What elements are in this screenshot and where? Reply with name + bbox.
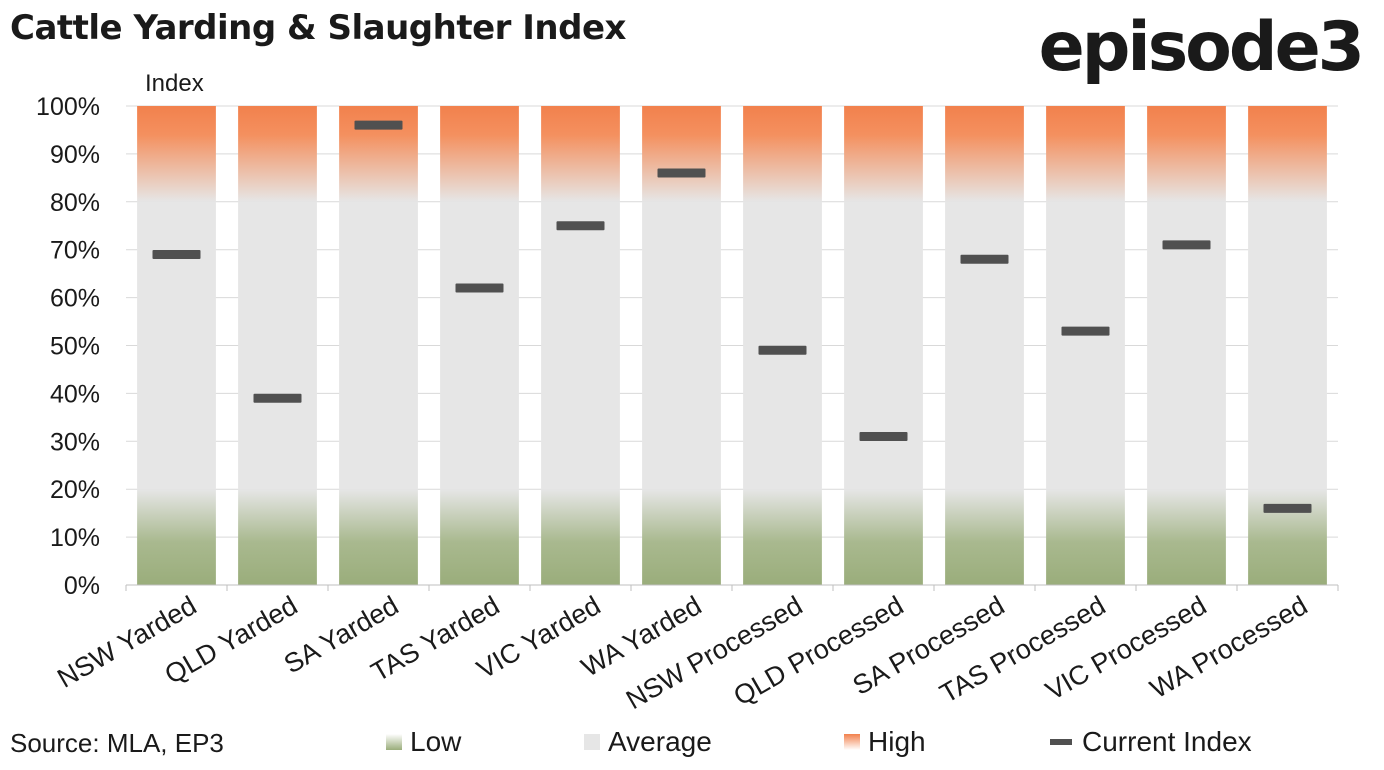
chart-title: Cattle Yarding & Slaughter Index bbox=[10, 8, 626, 48]
current-index-marker bbox=[1162, 240, 1211, 250]
y-tick-label: 60% bbox=[50, 285, 100, 313]
current-index-marker bbox=[758, 345, 807, 355]
average-band bbox=[541, 201, 620, 490]
current-index-marker bbox=[152, 249, 201, 259]
high-band bbox=[945, 106, 1024, 202]
y-tick-label: 0% bbox=[64, 572, 100, 600]
y-tick-label: 10% bbox=[50, 524, 100, 552]
average-band bbox=[642, 201, 721, 490]
low-band bbox=[945, 489, 1024, 585]
legend-high: High bbox=[844, 724, 926, 760]
x-tick-label: QLD Processed bbox=[728, 590, 908, 711]
high-band bbox=[1046, 106, 1125, 202]
low-swatch bbox=[386, 734, 402, 750]
low-band bbox=[440, 489, 519, 585]
low-band bbox=[642, 489, 721, 585]
high-band bbox=[642, 106, 721, 202]
low-band bbox=[844, 489, 923, 585]
x-tick-label: TAS Processed bbox=[935, 590, 1111, 709]
high-band bbox=[1147, 106, 1226, 202]
average-band bbox=[1248, 201, 1327, 490]
average-band bbox=[743, 201, 822, 490]
legend-low-label: Low bbox=[410, 726, 462, 757]
y-tick-label: 50% bbox=[50, 333, 100, 361]
current-index-marker bbox=[253, 393, 302, 403]
current-index-marker bbox=[556, 221, 605, 231]
brand-logo: episode3 bbox=[1038, 8, 1365, 87]
average-band bbox=[137, 201, 216, 490]
low-band bbox=[238, 489, 317, 585]
source-note: Source: MLA, EP3 bbox=[10, 728, 224, 758]
legend-average: Average bbox=[584, 724, 712, 760]
current-index-marker bbox=[960, 254, 1009, 264]
legend-current-label: Current Index bbox=[1082, 726, 1252, 757]
y-tick-label: 90% bbox=[50, 141, 100, 169]
legend-average-label: Average bbox=[608, 726, 712, 757]
high-band bbox=[440, 106, 519, 202]
low-band bbox=[137, 489, 216, 585]
current-index-marker bbox=[1263, 503, 1312, 513]
y-tick-label: 80% bbox=[50, 189, 100, 217]
index-chart: 0%10%20%30%40%50%60%70%80%90%100%NSW Yar… bbox=[36, 70, 1339, 715]
high-band bbox=[541, 106, 620, 202]
current-index-marker bbox=[354, 120, 403, 130]
high-swatch bbox=[844, 734, 860, 750]
low-band bbox=[743, 489, 822, 585]
y-tick-label: 100% bbox=[36, 93, 100, 121]
current-index-swatch bbox=[1050, 739, 1072, 745]
average-swatch bbox=[584, 734, 600, 750]
high-band bbox=[844, 106, 923, 202]
high-band bbox=[238, 106, 317, 202]
low-band bbox=[339, 489, 418, 585]
y-tick-label: 20% bbox=[50, 476, 100, 504]
current-index-marker bbox=[859, 432, 908, 442]
y-tick-label: 70% bbox=[50, 237, 100, 265]
high-band bbox=[1248, 106, 1327, 202]
average-band bbox=[440, 201, 519, 490]
current-index-marker bbox=[455, 283, 504, 293]
average-band bbox=[238, 201, 317, 490]
low-band bbox=[1147, 489, 1226, 585]
current-index-marker bbox=[1061, 326, 1110, 336]
average-band bbox=[1046, 201, 1125, 490]
average-band bbox=[1147, 201, 1226, 490]
low-band bbox=[1248, 489, 1327, 585]
average-band bbox=[844, 201, 923, 490]
high-band bbox=[339, 106, 418, 202]
high-band bbox=[137, 106, 216, 202]
current-index-marker bbox=[657, 168, 706, 178]
legend-current: Current Index bbox=[1050, 724, 1252, 760]
low-band bbox=[1046, 489, 1125, 585]
high-band bbox=[743, 106, 822, 202]
average-band bbox=[339, 201, 418, 490]
legend-low: Low bbox=[386, 724, 461, 760]
y-axis-label: Index bbox=[145, 70, 204, 97]
low-band bbox=[541, 489, 620, 585]
legend-high-label: High bbox=[868, 726, 926, 757]
x-tick-label: NSW Processed bbox=[621, 590, 808, 715]
y-tick-label: 30% bbox=[50, 428, 100, 456]
y-tick-label: 40% bbox=[50, 380, 100, 408]
average-band bbox=[945, 201, 1024, 490]
